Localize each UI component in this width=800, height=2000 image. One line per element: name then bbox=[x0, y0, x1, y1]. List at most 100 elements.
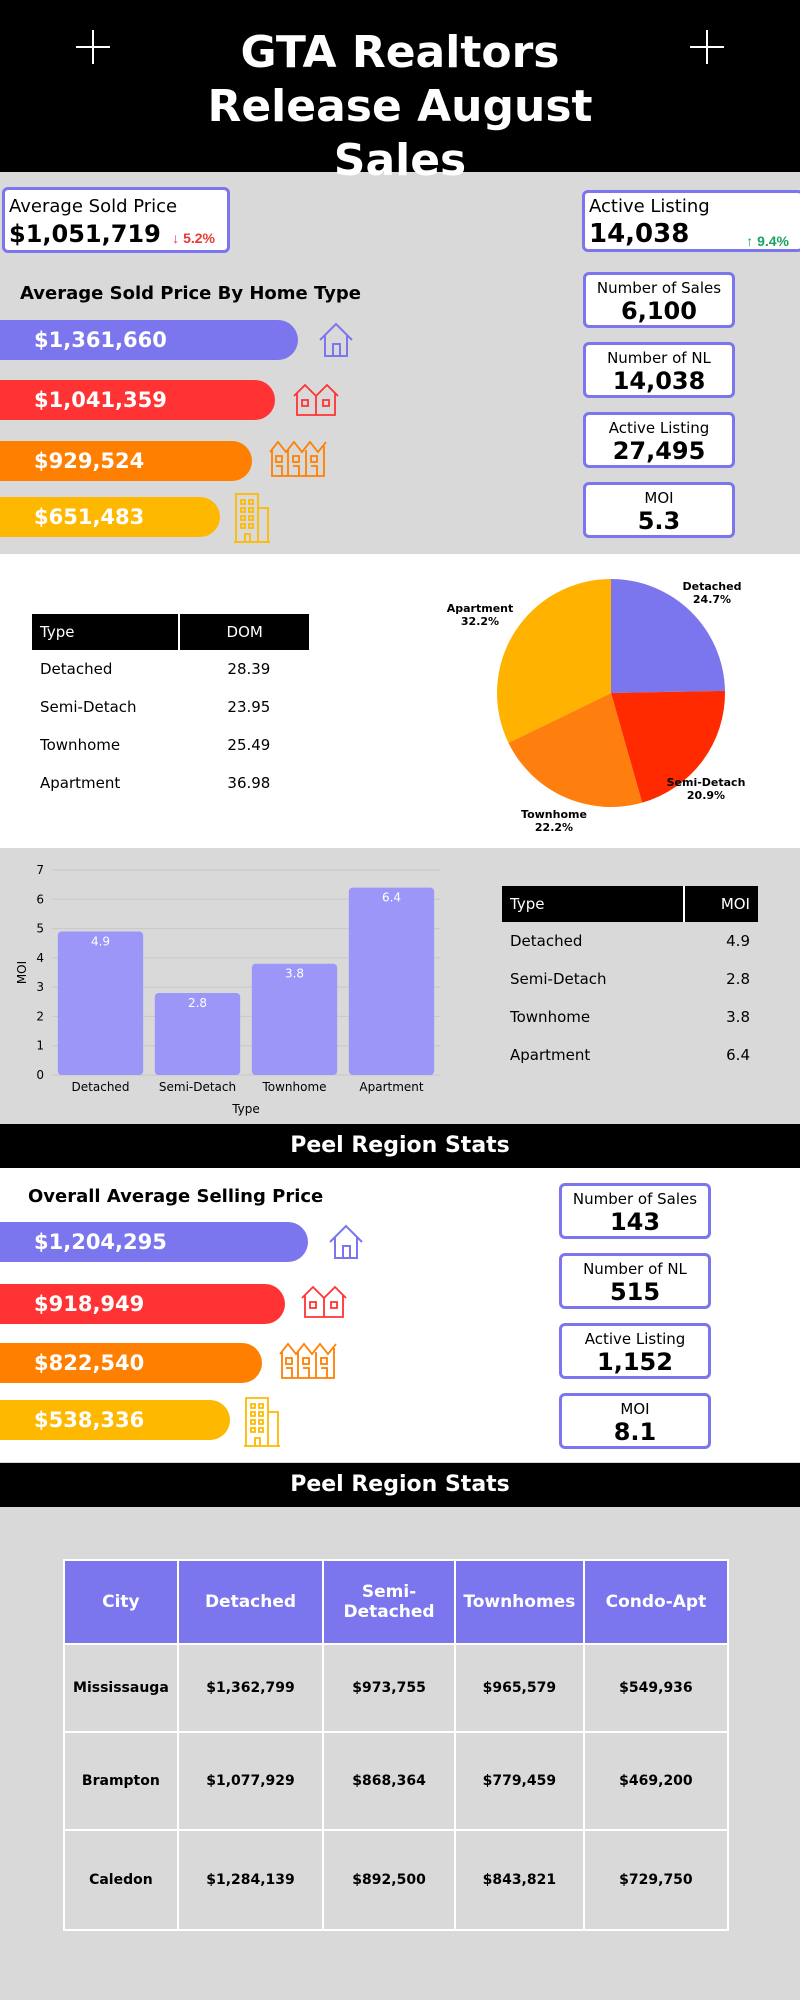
x-tick-label: Detached bbox=[72, 1080, 130, 1094]
y-tick-label: 3 bbox=[36, 980, 44, 994]
kpi-change: ↓ 5.2% bbox=[172, 230, 215, 246]
pie-label: Semi-Detach bbox=[667, 776, 746, 789]
table-cell: 3.8 bbox=[726, 1008, 750, 1026]
table-cell: $1,284,139 bbox=[176, 1829, 325, 1931]
house-icon bbox=[329, 1224, 363, 1259]
stat-box: Number of Sales 6,100 bbox=[583, 272, 735, 328]
stat-label: Number of NL bbox=[607, 349, 711, 367]
bar-value-label: 2.8 bbox=[188, 996, 207, 1010]
peel-band: Peel Region Stats bbox=[0, 1124, 800, 1168]
table-cell: $779,459 bbox=[453, 1731, 585, 1831]
table-row: Semi-Detach 23.95 bbox=[32, 688, 309, 726]
house-icon bbox=[319, 322, 353, 357]
price-pill: $822,540 bbox=[0, 1343, 262, 1383]
semi-detached-icon bbox=[293, 383, 339, 416]
table-cell: Mississauga bbox=[63, 1643, 179, 1733]
y-tick-label: 0 bbox=[36, 1068, 44, 1082]
table-cell: Townhome bbox=[40, 736, 121, 754]
table-cell: $965,579 bbox=[453, 1643, 585, 1733]
kpi-change: ↑ 9.4% bbox=[746, 233, 789, 249]
table-row: Townhome 25.49 bbox=[32, 726, 309, 764]
kpi-label: Active Listing bbox=[589, 196, 710, 217]
table-cell: $843,821 bbox=[453, 1829, 585, 1931]
table-header: Condo-Apt bbox=[582, 1559, 730, 1645]
bar bbox=[57, 931, 144, 1075]
semi-detached-icon bbox=[301, 1285, 347, 1318]
peel-city-table: City Detached Semi- Detached Townhomes Condo… bbox=[63, 1559, 730, 1931]
section-title: Average Sold Price By Home Type bbox=[20, 283, 361, 304]
section-title: Overall Average Selling Price bbox=[28, 1186, 324, 1207]
table-header: City bbox=[63, 1559, 179, 1645]
x-tick-label: Apartment bbox=[359, 1080, 423, 1094]
pie-percent: 24.7% bbox=[693, 593, 731, 606]
table-cell: Brampton bbox=[63, 1731, 179, 1831]
y-tick-label: 1 bbox=[36, 1039, 44, 1053]
avg-sold-price-card: Average Sold Price $1,051,719 ↓ 5.2% bbox=[2, 187, 230, 253]
y-tick-label: 5 bbox=[36, 922, 44, 936]
table-cell: 28.39 bbox=[227, 660, 271, 678]
moi-bar-chart: 0 1 2 3 4 5 6 7 4.9 Detached 2.8 Semi-Detach 3.8 Town… bbox=[15, 863, 440, 1116]
stat-label: Number of Sales bbox=[596, 279, 722, 297]
table-header: Detached bbox=[176, 1559, 325, 1645]
plus-icon bbox=[690, 30, 724, 64]
table-row: Mississauga $1,362,799 $973,755 $965,579 $54… bbox=[63, 1643, 730, 1733]
stat-value: 5.3 bbox=[637, 507, 681, 535]
apartment-icon bbox=[244, 1397, 280, 1447]
bar bbox=[154, 993, 241, 1075]
table-cell: 4.9 bbox=[726, 932, 750, 950]
stat-value: 14,038 bbox=[612, 367, 706, 395]
stat-value: 143 bbox=[609, 1208, 661, 1236]
table-row: Brampton $1,077,929 $868,364 $779,459 $469,2… bbox=[63, 1731, 730, 1831]
page-title: GTA Realtors Release August Sales bbox=[207, 27, 593, 186]
pie-percent: 20.9% bbox=[687, 789, 725, 802]
table-cell: $868,364 bbox=[322, 1731, 456, 1831]
y-axis-label: MOI bbox=[15, 961, 29, 984]
table-cell: Detached bbox=[510, 932, 583, 950]
table-row: Semi-Detach 2.8 bbox=[502, 960, 758, 998]
price-pill: $538,336 bbox=[0, 1400, 230, 1440]
stat-label: Active Listing bbox=[608, 419, 710, 437]
table-cell: $729,750 bbox=[582, 1829, 730, 1931]
table-cell: Caledon bbox=[63, 1829, 179, 1931]
plus-icon bbox=[76, 30, 110, 64]
stat-box: Active Listing 27,495 bbox=[583, 412, 735, 468]
table-header: Semi- Detached bbox=[322, 1559, 456, 1645]
pie-slice bbox=[496, 579, 611, 743]
table-row: Apartment 36.98 bbox=[32, 764, 309, 802]
table-row: Apartment 6.4 bbox=[502, 1036, 758, 1074]
stat-label: Number of Sales bbox=[572, 1190, 698, 1208]
pie-label: Apartment bbox=[447, 602, 514, 615]
stat-value: 6,100 bbox=[621, 297, 697, 325]
stat-box: Active Listing 1,152 bbox=[559, 1323, 711, 1379]
price-pill: $651,483 bbox=[0, 497, 220, 537]
table-cell: 36.98 bbox=[227, 774, 271, 792]
active-listing-card: Active Listing 14,038 ↑ 9.4% bbox=[582, 190, 800, 252]
peel-table-band: Peel Region Stats bbox=[0, 1463, 800, 1507]
table-header: Townhomes bbox=[453, 1559, 585, 1645]
table-cell: 23.95 bbox=[227, 698, 271, 716]
bar-value-label: 3.8 bbox=[285, 967, 304, 981]
y-tick-label: 7 bbox=[36, 863, 44, 877]
table-cell: 6.4 bbox=[726, 1046, 750, 1064]
table-cell: Semi-Detach bbox=[40, 698, 137, 716]
townhouse-icon bbox=[269, 440, 327, 477]
stat-value: 27,495 bbox=[612, 437, 706, 465]
price-pill: $918,949 bbox=[0, 1284, 285, 1324]
pie-label: Detached bbox=[683, 580, 742, 593]
stat-box: Number of NL 515 bbox=[559, 1253, 711, 1309]
townhouse-icon bbox=[279, 1342, 337, 1379]
table-cell: 2.8 bbox=[726, 970, 750, 988]
pie-slice bbox=[508, 693, 643, 807]
header-banner: GTA Realtors Release August Sales bbox=[0, 0, 800, 186]
pie-percent: 22.2% bbox=[535, 821, 573, 834]
table-cell: 25.49 bbox=[227, 736, 271, 754]
stat-label: MOI bbox=[644, 489, 674, 507]
table-row: Caledon $1,284,139 $892,500 $843,821 $729,75… bbox=[63, 1829, 730, 1931]
price-pill: $1,361,660 bbox=[0, 320, 298, 360]
table-cell: $469,200 bbox=[582, 1731, 730, 1831]
moi-table: Type MOI Detached 4.9 Semi-Detach 2.8 Townhome… bbox=[502, 886, 758, 1074]
dom-table: Type DOM Detached 28.39 Semi-Detach 23.95 Town… bbox=[32, 614, 309, 802]
stat-box: MOI 8.1 bbox=[559, 1393, 711, 1449]
table-header: Type bbox=[502, 886, 684, 922]
